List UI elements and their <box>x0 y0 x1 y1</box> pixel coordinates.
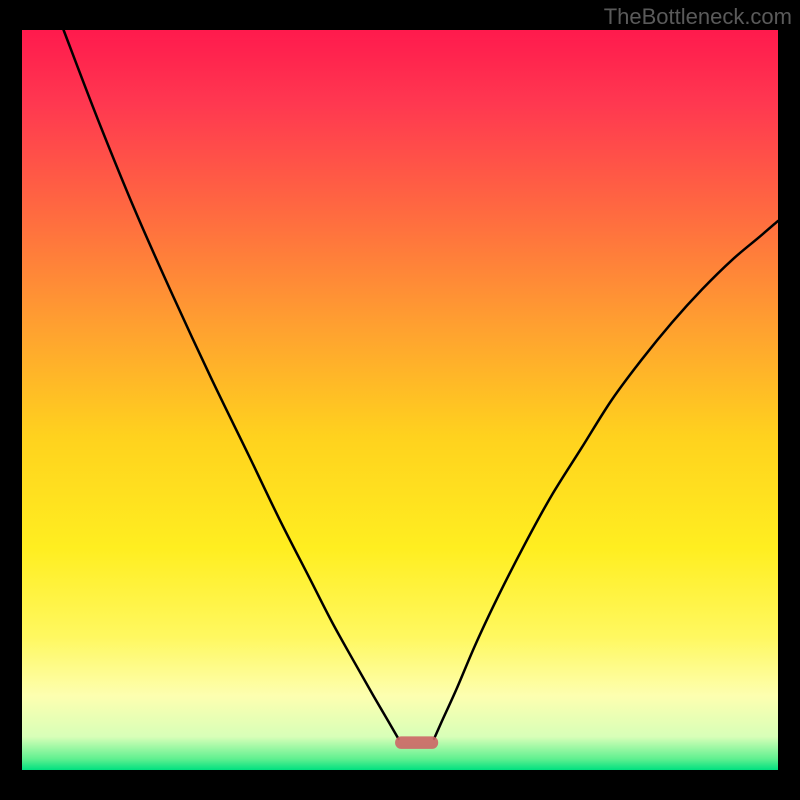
watermark-text: TheBottleneck.com <box>604 4 792 30</box>
curves-layer <box>0 0 800 800</box>
vertex-marker <box>395 736 438 749</box>
curve-right <box>434 221 778 739</box>
chart-container: TheBottleneck.com <box>0 0 800 800</box>
curve-left <box>64 30 399 739</box>
